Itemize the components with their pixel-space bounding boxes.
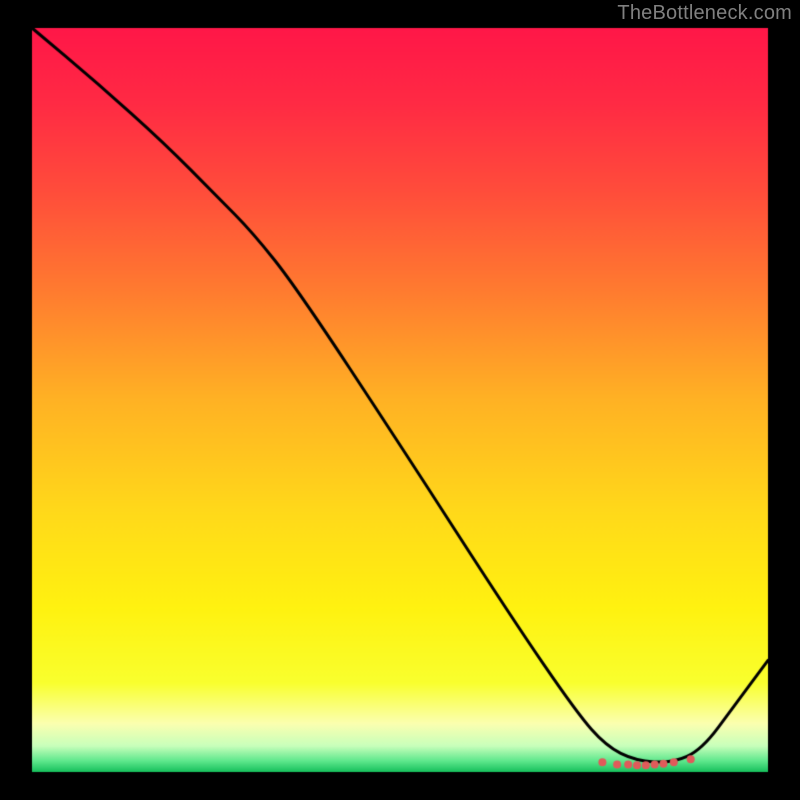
bottleneck-gradient-chart — [0, 0, 800, 800]
chart-container: TheBottleneck.com — [0, 0, 800, 800]
attribution-label: TheBottleneck.com — [617, 2, 792, 25]
